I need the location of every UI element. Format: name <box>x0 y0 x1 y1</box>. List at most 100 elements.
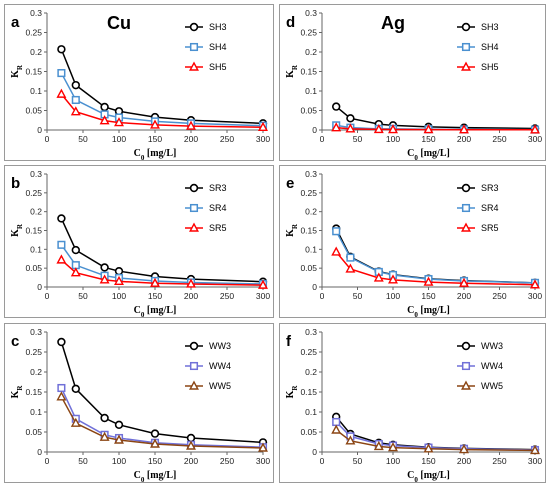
panel-f: f 0 0.05 0.1 0.15 0.2 0.25 0.3 0 50 100 150 200 250 30… <box>279 323 546 484</box>
y-tick-label: 0.3 <box>305 327 317 337</box>
x-tick-label: 300 <box>256 291 270 301</box>
element-label: Cu <box>107 13 131 33</box>
x-tick-label: 150 <box>148 134 162 144</box>
legend-marker <box>189 22 199 32</box>
panel-a: a Cu 0 0.05 0.1 0.15 0.2 0.25 0.3 0 50 100 150 200 250… <box>4 4 274 162</box>
y-tick-label: 0.05 <box>25 263 42 273</box>
data-point-WW3 <box>186 433 196 443</box>
series-SH4 <box>57 69 268 130</box>
series-WW3 <box>57 337 268 447</box>
y-tick-label: 0.1 <box>305 244 317 254</box>
series-SR3 <box>331 224 540 288</box>
legend-entry-SR3: SR3 <box>185 183 227 193</box>
data-point-WW4 <box>57 383 66 393</box>
legend-label: SH5 <box>481 62 499 72</box>
x-tick-label: 100 <box>112 134 126 144</box>
legend-label: SH4 <box>209 42 227 52</box>
series-line-SH3 <box>335 106 536 130</box>
y-tick-label: 0.1 <box>30 244 42 254</box>
x-tick-label: 250 <box>220 291 234 301</box>
y-tick-label: 0.25 <box>300 28 317 38</box>
chart-d: d Ag 0 0.05 0.1 0.15 0.2 0.25 0.3 0 50 100 150 200 250… <box>285 8 542 162</box>
series-WW4 <box>332 417 540 455</box>
data-point-WW5 <box>186 440 196 450</box>
legend-label: SR4 <box>481 203 499 213</box>
data-point-SH5 <box>258 121 268 131</box>
x-tick-label: 200 <box>457 291 471 301</box>
legend-marker <box>461 22 471 32</box>
data-point-WW5 <box>388 442 398 452</box>
data-point-SH5 <box>70 106 81 116</box>
data-point-WW5 <box>345 435 356 445</box>
legend-label: WW4 <box>209 361 231 371</box>
series-SR3 <box>57 214 268 286</box>
x-tick-label: 150 <box>148 291 162 301</box>
data-point-WW5 <box>373 440 384 451</box>
y-tick-label: 0.2 <box>30 207 42 217</box>
x-tick-label: 100 <box>386 134 400 144</box>
panel-b: b 0 0.05 0.1 0.15 0.2 0.25 0.3 0 50 100 150 200 250 30… <box>4 165 274 319</box>
x-axis-label: C0 [mg/L] <box>134 305 177 319</box>
series-line-SR4 <box>335 230 536 284</box>
series-WW5 <box>56 391 268 452</box>
legend-entry-WW5: WW5 <box>185 380 231 391</box>
y-axis-label: KR <box>10 385 24 399</box>
legend-marker <box>461 183 471 193</box>
legend-entry-SR5: SR5 <box>185 222 227 233</box>
y-tick-label: 0 <box>37 447 42 457</box>
legend-marker <box>461 42 471 52</box>
chart-c: c 0 0.05 0.1 0.15 0.2 0.25 0.3 0 50 100 150 200 250 30… <box>10 327 270 484</box>
series-line-WW4 <box>335 421 536 451</box>
data-point-WW5 <box>423 443 434 453</box>
x-tick-label: 100 <box>386 456 400 466</box>
legend-label: SH3 <box>209 22 227 32</box>
legend-entry-SH4: SH4 <box>185 42 227 52</box>
legend-entry-SH3: SH3 <box>457 22 499 32</box>
legend-marker <box>461 222 471 232</box>
y-tick-label: 0.25 <box>300 347 317 357</box>
x-tick-label: 50 <box>78 134 88 144</box>
x-tick-label: 250 <box>220 456 234 466</box>
series-SH3 <box>57 45 268 128</box>
legend-marker <box>461 203 471 213</box>
legend-label: WW5 <box>209 381 231 391</box>
legend-entry-SH5: SH5 <box>457 61 499 72</box>
axes: 0 0.05 0.1 0.15 0.2 0.25 0.3 0 50 100 150 200 250 300 <box>25 327 270 466</box>
y-tick-label: 0.25 <box>300 188 317 198</box>
x-tick-label: 0 <box>320 134 325 144</box>
legend-label: SR3 <box>209 183 227 193</box>
x-axis-label: C0 [mg/L] <box>407 470 450 484</box>
legend-entry-SR4: SR4 <box>185 203 227 213</box>
y-tick-label: 0.1 <box>305 86 317 96</box>
data-point-SR5 <box>459 277 469 287</box>
data-point-SH5 <box>114 117 124 127</box>
x-tick-label: 100 <box>112 456 126 466</box>
x-tick-label: 200 <box>184 134 198 144</box>
chart-f: f 0 0.05 0.1 0.15 0.2 0.25 0.3 0 50 100 150 200 250 30… <box>285 327 542 484</box>
legend-entry-WW4: WW4 <box>185 361 231 371</box>
data-point-SH5 <box>99 115 110 125</box>
x-axis-label: C0 [mg/L] <box>134 470 177 484</box>
y-tick-label: 0.05 <box>300 106 317 116</box>
panel-letter: a <box>11 14 20 31</box>
axes: 0 0.05 0.1 0.15 0.2 0.25 0.3 0 50 100 150 200 250 300 <box>300 327 542 466</box>
x-tick-label: 300 <box>528 456 542 466</box>
data-point-SR3 <box>114 266 124 276</box>
x-tick-label: 200 <box>457 134 471 144</box>
data-point-SH3 <box>71 80 81 90</box>
data-point-SR5 <box>150 277 160 287</box>
data-point-SR5 <box>345 263 356 273</box>
data-point-WW5 <box>114 434 124 444</box>
axes: 0 0.05 0.1 0.15 0.2 0.25 0.3 0 50 100 150 200 250 300 <box>300 8 542 144</box>
data-point-SR5 <box>331 246 342 256</box>
x-tick-label: 50 <box>353 291 363 301</box>
x-tick-label: 0 <box>45 456 50 466</box>
legend-entry-SH4: SH4 <box>457 42 499 52</box>
y-tick-label: 0.3 <box>305 8 317 18</box>
legend-entry-SR5: SR5 <box>457 222 499 233</box>
x-axis-label: C0 [mg/L] <box>407 305 450 319</box>
data-point-SR5 <box>423 276 434 286</box>
data-point-SR5 <box>186 278 196 288</box>
y-tick-label: 0.1 <box>30 86 42 96</box>
data-point-WW3 <box>100 413 109 423</box>
